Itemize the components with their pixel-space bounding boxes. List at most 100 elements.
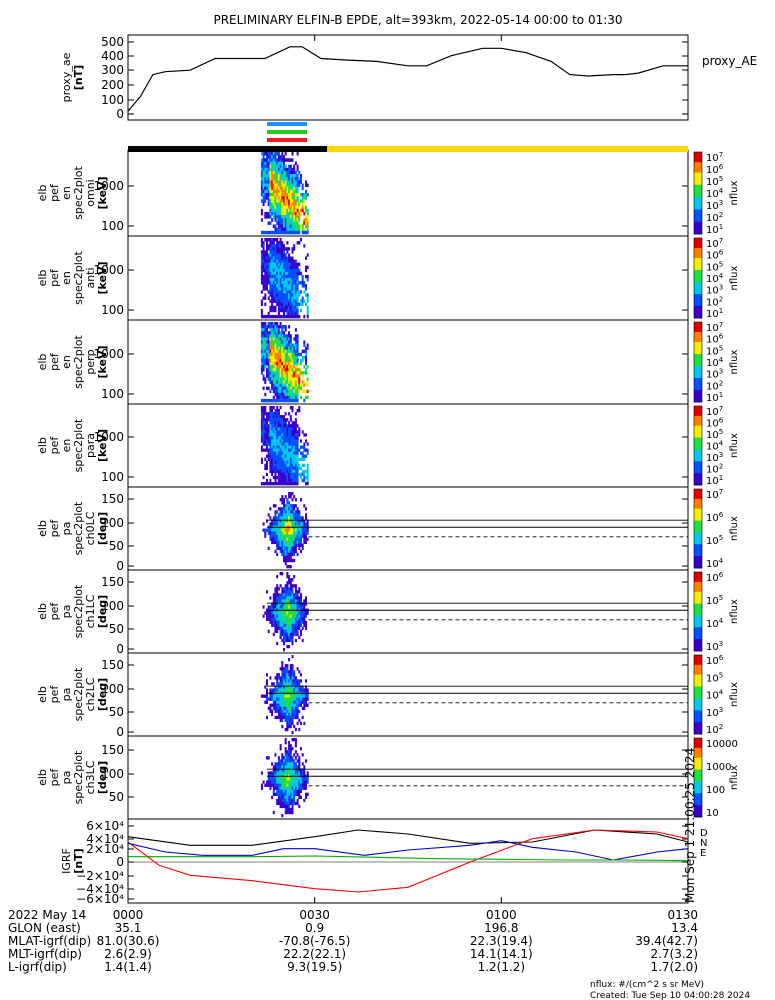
colorbar-cell xyxy=(694,775,702,778)
spectrogram-cell xyxy=(277,343,280,347)
spectrogram-cell xyxy=(286,590,289,594)
spectrogram-cell xyxy=(286,685,289,689)
spectrogram-cell xyxy=(294,311,297,316)
spectrogram-cell xyxy=(277,368,280,372)
spectrogram-cell xyxy=(289,362,292,366)
spectrogram-cell xyxy=(276,531,279,535)
spectrogram-cell xyxy=(305,792,307,796)
spectrogram-cell xyxy=(271,325,274,329)
spectrogram-cell xyxy=(269,305,272,310)
spectrogram-cell xyxy=(296,380,299,384)
spectrogram-cell xyxy=(305,349,307,354)
spectrogram-cell xyxy=(264,274,267,279)
spectrogram-cell xyxy=(279,193,282,197)
spectrogram-cell xyxy=(283,343,285,347)
spectrogram-cell xyxy=(288,274,291,279)
spectrogram-cell xyxy=(289,377,292,381)
spectrogram-cell xyxy=(303,230,306,235)
spectrogram-cell xyxy=(264,362,267,366)
spectrogram-cell xyxy=(284,638,287,643)
spectrogram-cell xyxy=(277,540,280,544)
spectrogram-cell xyxy=(272,386,275,390)
spectrogram-cell xyxy=(300,599,302,603)
spectrogram-cell xyxy=(283,670,285,674)
spectrogram-cell xyxy=(284,199,287,203)
spectrogram-cell xyxy=(294,386,297,390)
spectrogram-cell xyxy=(288,658,291,662)
spectrogram-cell xyxy=(271,193,274,197)
spectrogram-cell xyxy=(286,546,289,550)
colorbar-cell xyxy=(694,803,702,806)
spectrogram-cell xyxy=(262,174,265,178)
spectrogram-cell xyxy=(260,340,263,344)
spectrogram-cell xyxy=(277,519,280,523)
colorbar-cell xyxy=(694,718,702,721)
spectrogram-cell xyxy=(284,343,287,347)
spectrogram-cell xyxy=(277,771,280,775)
spectrogram-cell xyxy=(272,611,275,615)
y-axis-label: spec2plot xyxy=(72,166,85,220)
spectrogram-cell xyxy=(283,501,285,505)
spectrogram-cell xyxy=(293,596,296,600)
spectrogram-cell xyxy=(293,454,296,458)
spectrogram-cell xyxy=(291,810,294,815)
spectrogram-cell xyxy=(276,174,279,178)
spectrogram-cell xyxy=(286,221,289,225)
spectrogram-cell xyxy=(288,638,291,643)
spectrogram-cell xyxy=(279,340,282,344)
spectrogram-cell xyxy=(306,365,309,369)
spectrogram-cell xyxy=(281,241,284,245)
spectrogram-cell xyxy=(281,528,284,532)
spectrogram-cell xyxy=(281,495,284,499)
spectrogram-cell xyxy=(289,513,292,517)
spectrogram-cell xyxy=(284,747,287,751)
spectrogram-cell xyxy=(272,412,275,416)
spectrogram-cell xyxy=(266,281,268,285)
spectrogram-cell xyxy=(284,262,287,266)
spectrogram-cell xyxy=(284,522,287,526)
spectrogram-cell xyxy=(281,482,284,486)
spectrogram-cell xyxy=(286,349,289,354)
spectrogram-cell xyxy=(284,284,287,288)
spectrogram-cell xyxy=(260,412,263,416)
spectrogram-cell xyxy=(262,424,265,428)
spectrogram-cell xyxy=(298,596,301,600)
spectrogram-cell xyxy=(276,463,279,467)
spectrogram-cell xyxy=(296,798,299,803)
spectrogram-cell xyxy=(286,274,289,279)
spectrogram-cell xyxy=(267,164,270,169)
spectrogram-cell xyxy=(291,421,294,425)
spectrogram-cell xyxy=(286,516,289,520)
spectrogram-cell xyxy=(272,534,275,538)
spectrogram-cell xyxy=(289,495,292,499)
spectrogram-cell xyxy=(286,768,289,772)
spectrogram-cell xyxy=(283,374,285,378)
colorbar-cell xyxy=(694,625,702,628)
spectrogram-cell xyxy=(274,457,277,461)
spectrogram-cell xyxy=(291,762,294,766)
spectrogram-cell xyxy=(269,469,272,474)
spectrogram-cell xyxy=(298,537,301,541)
spectrogram-cell xyxy=(281,780,284,784)
spectrogram-cell xyxy=(284,789,287,793)
spectrogram-cell xyxy=(260,211,263,216)
spectrogram-cell xyxy=(271,281,274,285)
spectrogram-cell xyxy=(289,667,292,671)
spectrogram-cell xyxy=(289,798,292,803)
spectrogram-cell xyxy=(296,371,299,375)
spectrogram-cell xyxy=(284,412,287,416)
spectrogram-cell xyxy=(267,202,270,206)
spectrogram-cell xyxy=(281,371,284,375)
spectrogram-cell xyxy=(279,170,282,175)
spectrogram-cell xyxy=(288,712,291,716)
spectrogram-cell xyxy=(277,756,280,760)
colorbar-cell xyxy=(694,502,702,506)
spectrogram-cell xyxy=(284,540,287,544)
spectrogram-cell xyxy=(298,224,301,228)
spectrogram-cell xyxy=(283,205,285,210)
spectrogram-cell xyxy=(296,482,299,486)
spectrogram-cell xyxy=(296,362,299,366)
spectrogram-cell xyxy=(288,296,291,300)
spectrogram-cell xyxy=(281,305,284,310)
spectrogram-cell xyxy=(286,180,289,184)
